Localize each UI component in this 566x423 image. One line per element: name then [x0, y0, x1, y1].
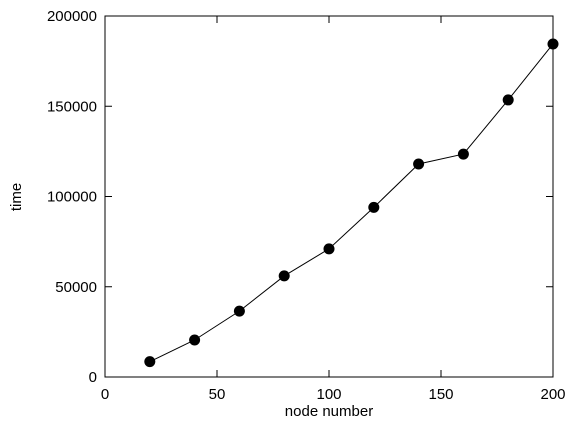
x-tick-label: 200	[540, 386, 565, 403]
data-point	[189, 334, 201, 346]
data-point	[323, 243, 335, 255]
series-points-group	[144, 38, 559, 368]
y-tick-label: 0	[89, 369, 97, 386]
data-point	[368, 201, 380, 213]
y-axis-label: time	[8, 183, 25, 211]
y-tick-label: 150000	[47, 98, 97, 115]
y-axis-ticks: 0 50000 100000 150000 200000	[47, 8, 553, 386]
series-line-group	[149, 43, 554, 363]
data-point	[233, 305, 245, 317]
y-tick-label: 50000	[55, 279, 97, 296]
data-point	[502, 94, 514, 106]
data-point	[457, 148, 469, 160]
y-tick-label: 200000	[47, 8, 97, 25]
plot-frame	[104, 15, 554, 378]
x-tick-label: 50	[209, 386, 226, 403]
data-point	[413, 158, 425, 170]
x-tick-label: 0	[101, 386, 109, 403]
series-line	[149, 43, 554, 363]
x-tick-label: 150	[428, 386, 453, 403]
x-axis-label: node number	[285, 403, 373, 420]
x-axis-ticks: 0 50 100 150 200	[101, 16, 566, 403]
x-tick-label: 100	[316, 386, 341, 403]
data-point	[547, 38, 559, 50]
y-tick-label: 100000	[47, 189, 97, 206]
data-point	[144, 356, 156, 368]
data-point	[278, 270, 290, 282]
